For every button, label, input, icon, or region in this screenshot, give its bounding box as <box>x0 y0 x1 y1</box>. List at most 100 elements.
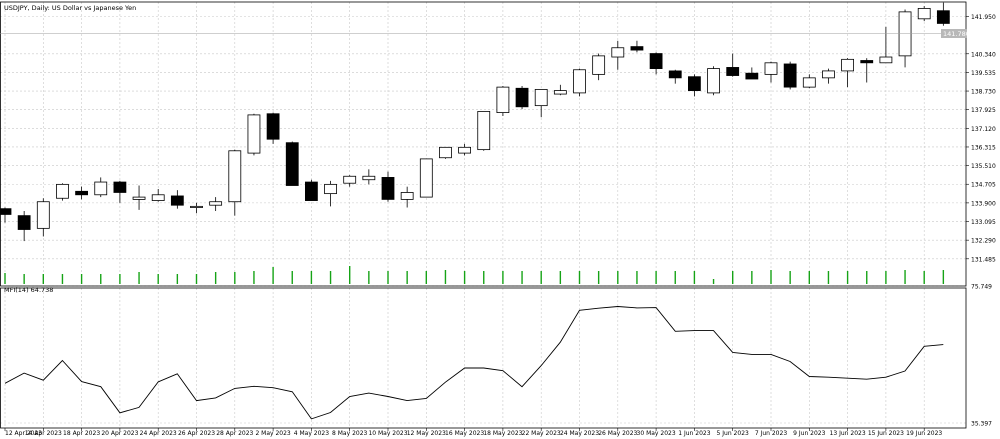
candle-body <box>630 46 644 51</box>
candle <box>0 207 12 223</box>
candle <box>936 2 950 26</box>
candle-body <box>707 68 720 94</box>
candle-body <box>477 111 491 151</box>
candle <box>534 89 548 118</box>
candle <box>285 141 299 186</box>
candle <box>879 26 893 64</box>
candle <box>94 177 108 198</box>
candle-body <box>496 86 510 113</box>
candle <box>36 198 50 237</box>
x-tick-label: 8 May 2023 <box>332 430 367 437</box>
candle-body <box>573 69 586 94</box>
candle-body <box>764 62 778 75</box>
candle-body <box>0 208 12 215</box>
candle <box>362 169 376 185</box>
candle <box>266 112 280 144</box>
candlestick-series <box>0 2 950 242</box>
candle <box>592 53 606 81</box>
x-tick-label: 13 Jun 2023 <box>830 430 866 437</box>
candle-body <box>56 183 69 199</box>
candle-body <box>324 183 337 195</box>
candle <box>802 74 816 89</box>
x-tick-label: 19 Jun 2023 <box>906 430 942 437</box>
candle <box>611 40 625 70</box>
candle <box>898 9 912 68</box>
candle-body <box>170 195 184 206</box>
candle-body <box>381 177 395 200</box>
x-tick-label: 9 Jun 2023 <box>793 430 825 437</box>
candle <box>419 158 433 198</box>
y-tick-label: 136.315 <box>971 144 996 151</box>
candle-body <box>688 76 701 91</box>
y-tick-label: 137.120 <box>971 126 996 133</box>
candle-body <box>726 67 740 76</box>
candle <box>649 52 663 75</box>
candle-body <box>113 181 127 193</box>
y-tick-label: 133.095 <box>971 219 996 226</box>
y-tick-label: 135.510 <box>971 163 996 170</box>
y-tick-label: 139.535 <box>971 70 996 77</box>
candle <box>630 40 644 53</box>
candle <box>247 113 261 156</box>
candle <box>688 74 701 97</box>
candle-body <box>439 146 452 159</box>
pane-borders <box>0 1 967 429</box>
candle-body <box>228 150 242 203</box>
candle-body <box>936 10 950 24</box>
x-tick-label: 5 Jun 2023 <box>717 430 749 437</box>
candle-body <box>592 55 606 75</box>
candle-body <box>458 146 472 154</box>
indicator-y-tick-label: 35.397 <box>971 421 992 428</box>
x-tick-label: 28 Apr 2023 <box>216 430 253 437</box>
y-tick-label: 132.290 <box>971 238 996 245</box>
current-price-label: 141.780 <box>941 29 970 38</box>
y-tick-label: 133.900 <box>971 200 996 207</box>
candle-body <box>400 192 414 200</box>
candle-body <box>304 181 318 201</box>
candle <box>151 188 165 202</box>
x-tick-label: 12 May 2023 <box>407 430 446 437</box>
candle-body <box>534 89 548 107</box>
volume-bars <box>4 266 945 284</box>
candle-body <box>611 47 625 58</box>
candle <box>324 180 337 207</box>
candle <box>668 69 682 84</box>
y-tick-label: 138.730 <box>971 89 996 96</box>
candle-body <box>553 90 567 95</box>
candle-body <box>209 201 223 206</box>
x-tick-label: 24 Apr 2023 <box>140 430 177 437</box>
candle-body <box>17 215 31 230</box>
x-tick-label: 26 May 2023 <box>598 430 637 437</box>
candle-body <box>266 113 280 140</box>
candle <box>56 183 69 201</box>
candle-body <box>132 196 146 200</box>
x-tick-label: 24 May 2023 <box>560 430 599 437</box>
x-tick-label: 30 May 2023 <box>637 430 676 437</box>
candle <box>553 84 567 96</box>
candle-body <box>75 190 88 196</box>
candle <box>496 85 510 117</box>
candle <box>458 143 472 156</box>
main-pane-border <box>0 1 967 287</box>
candle <box>170 190 184 209</box>
candle <box>707 66 720 96</box>
candle-body <box>668 70 682 79</box>
candle <box>228 149 242 216</box>
candle <box>764 61 778 83</box>
candle <box>113 180 127 203</box>
indicator-y-tick-label: 75.749 <box>971 284 992 291</box>
y-tick-label: 137.925 <box>971 107 996 114</box>
candle <box>477 111 491 151</box>
candle <box>745 67 759 80</box>
candle-body <box>285 142 299 186</box>
candle-body <box>879 56 893 64</box>
y-tick-label: 141.950 <box>971 14 996 21</box>
candle <box>209 197 223 211</box>
candle-body <box>515 87 529 108</box>
candle-body <box>841 58 854 72</box>
candle-body <box>343 175 357 184</box>
x-tick-label: 22 May 2023 <box>522 430 561 437</box>
candle <box>75 186 88 200</box>
candle-body <box>151 194 165 201</box>
